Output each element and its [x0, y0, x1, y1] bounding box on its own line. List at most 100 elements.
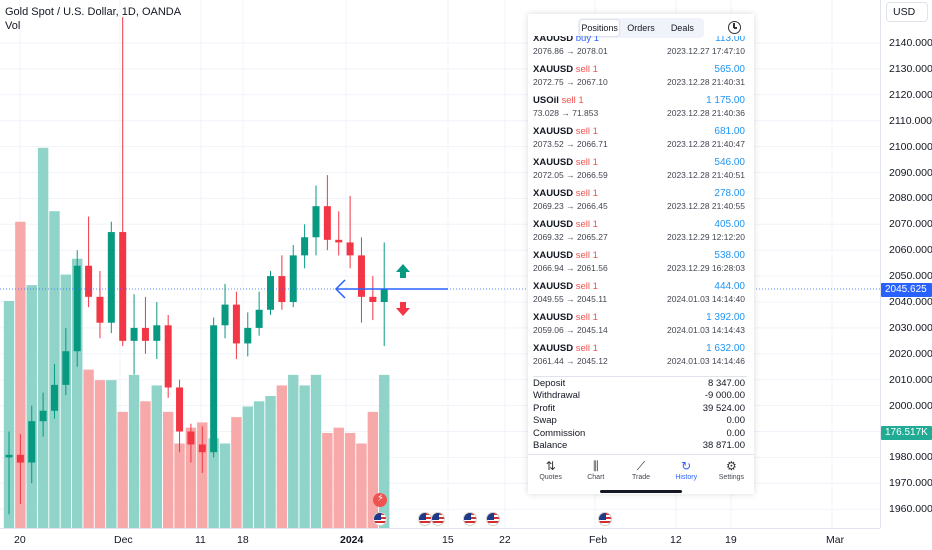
us-flag-icon[interactable]	[598, 512, 612, 526]
position-row[interactable]: XAUUSD sell 1 405.00 2069.32 → 2065.27 2023…	[533, 215, 747, 246]
position-row[interactable]: XAUUSD sell 1 546.00 2072.05 → 2066.59 2023…	[533, 153, 747, 184]
position-prices: 2072.05 → 2066.59	[533, 170, 608, 180]
position-symbol: XAUUSD sell 1	[533, 312, 598, 323]
price-axis[interactable]: 2140.000 2130.000 2120.000 2110.000 2100.000…	[880, 0, 932, 528]
price-axis-label: 2110.000	[889, 114, 932, 127]
volume-value-tag: 176.517K	[881, 426, 932, 440]
volume-bar	[242, 406, 253, 528]
position-row[interactable]: XAUUSD sell 1 565.00 2072.75 → 2067.10 2023…	[533, 60, 747, 91]
candle-down	[141, 327, 149, 341]
position-symbol: XAUUSD sell 1	[533, 250, 598, 261]
us-flag-icon[interactable]	[463, 512, 477, 526]
drawn-arrow[interactable]	[334, 279, 448, 299]
us-flag-icon[interactable]	[418, 512, 432, 526]
price-chart[interactable]	[0, 0, 880, 528]
tab-deals[interactable]: Deals	[670, 23, 694, 33]
position-row[interactable]: XAUUSD sell 1 1 392.00 2059.06 → 2045.14 20…	[533, 308, 747, 339]
time-axis-label: Dec	[114, 534, 133, 546]
us-flag-icon[interactable]	[431, 512, 445, 526]
candle-down	[85, 265, 93, 297]
volume-legend[interactable]: Vol	[5, 20, 21, 32]
candle-down	[278, 276, 286, 302]
candle-down	[232, 304, 240, 344]
position-row[interactable]: XAUUSD sell 1 1 632.00 2061.44 → 2045.12 20…	[533, 339, 747, 370]
candles-icon: ⫼	[593, 459, 599, 473]
position-row[interactable]: XAUUSD buy 1 113.00 2076.86 → 2078.01 2023.…	[533, 36, 747, 60]
position-profit: 278.00	[714, 188, 745, 199]
candle-up	[73, 265, 81, 352]
nav-trade[interactable]: ⟋ Trade	[618, 455, 663, 488]
tab-orders[interactable]: Orders	[627, 23, 655, 33]
time-axis-label: 12	[670, 534, 682, 546]
symbol-title[interactable]: Gold Spot / U.S. Dollar, 1D, OANDA	[5, 6, 182, 18]
position-symbol: XAUUSD buy 1	[533, 36, 599, 44]
volume-bar	[185, 427, 197, 528]
position-profit: 444.00	[714, 281, 745, 292]
event-bolt-icon[interactable]: ⚡	[373, 493, 387, 507]
volume-bar	[174, 443, 185, 528]
summary-value: 38 871.00	[702, 439, 745, 451]
position-time: 2023.12.28 21:40:31	[667, 77, 745, 87]
position-row[interactable]: XAUUSD sell 1 681.00 2073.52 → 2066.71 2023…	[533, 122, 747, 153]
summary-value: 8 347.00	[708, 378, 745, 389]
candle-down	[176, 387, 184, 432]
price-axis-label: 2020.000	[889, 347, 932, 360]
position-time: 2023.12.29 16:28:03	[667, 263, 745, 273]
price-axis-label: 1970.000	[889, 477, 932, 490]
volume-bar	[3, 300, 15, 528]
price-axis-label: 2030.000	[889, 321, 932, 334]
summary-row: Profit 39 524.00	[533, 403, 747, 415]
candle-up	[289, 255, 297, 302]
price-axis-label: 2040.000	[889, 296, 932, 308]
home-indicator	[600, 490, 682, 493]
us-flag-icon[interactable]	[373, 512, 387, 526]
time-axis-label: 18	[237, 534, 249, 546]
candle-down	[187, 431, 195, 445]
candle-up	[130, 327, 138, 341]
quotes-icon: ⇅	[545, 459, 556, 473]
volume-bar	[333, 427, 344, 528]
up-arrow-icon[interactable]	[396, 264, 410, 278]
nav-chart[interactable]: ⫼ Chart	[573, 455, 618, 488]
position-row[interactable]: XAUUSD sell 1 278.00 2069.23 → 2066.45 2023…	[533, 184, 747, 215]
volume-bar	[60, 274, 72, 528]
time-axis-label: Feb	[589, 534, 608, 546]
volume-bar	[231, 417, 242, 528]
position-row[interactable]: USOil sell 1 1 175.00 73.028 → 71.853 2023.…	[533, 91, 747, 122]
summary-value: 0.00	[726, 415, 746, 427]
price-axis-label: 2050.000	[889, 270, 932, 283]
candle-up	[380, 289, 388, 302]
position-time: 2024.01.03 14:14:43	[667, 325, 745, 335]
nav-history[interactable]: ↻ History	[664, 455, 709, 488]
price-axis-label: 2100.000	[889, 140, 932, 153]
candle-up	[244, 327, 252, 344]
volume-bar	[276, 385, 288, 528]
candle-up	[301, 237, 309, 256]
positions-list[interactable]: XAUUSD buy 1 113.00 2076.86 → 2078.01 2023.…	[528, 36, 754, 380]
positions-panel: Positions Orders Deals XAUUSD buy 1 113.0…	[528, 14, 754, 494]
us-flag-icon[interactable]	[486, 512, 500, 526]
volume-bars	[3, 147, 390, 528]
position-row[interactable]: XAUUSD sell 1 444.00 2049.55 → 2045.11 2024…	[533, 277, 747, 308]
clock-icon[interactable]	[728, 21, 741, 34]
position-side: sell 1	[575, 250, 598, 261]
volume-bar	[15, 221, 26, 528]
down-arrow-icon[interactable]	[396, 302, 410, 316]
candle-up	[221, 304, 229, 326]
price-axis-label: 2060.000	[889, 244, 932, 257]
trend-icon: ⟋	[636, 459, 646, 473]
position-prices: 2069.32 → 2065.27	[533, 232, 608, 242]
summary-value: -9 000.00	[704, 390, 745, 402]
nav-settings[interactable]: ⚙ Settings	[709, 455, 754, 488]
nav-quotes[interactable]: ⇅ Quotes	[528, 455, 573, 488]
volume-bar	[197, 422, 208, 528]
candle-up	[50, 384, 58, 411]
tab-positions[interactable]: Positions	[580, 20, 620, 36]
position-row[interactable]: XAUUSD sell 1 538.00 2066.94 → 2061.56 2023…	[533, 246, 747, 277]
volume-bar	[322, 432, 333, 528]
position-time: 2023.12.28 21:40:36	[667, 108, 745, 118]
time-axis[interactable]: 20 Dec 11 18 2024 15 22 Feb 12 19 Mar	[0, 528, 880, 550]
currency-selector[interactable]: USD	[886, 2, 928, 22]
candle-down	[346, 242, 354, 256]
position-side: sell 1	[575, 281, 598, 292]
